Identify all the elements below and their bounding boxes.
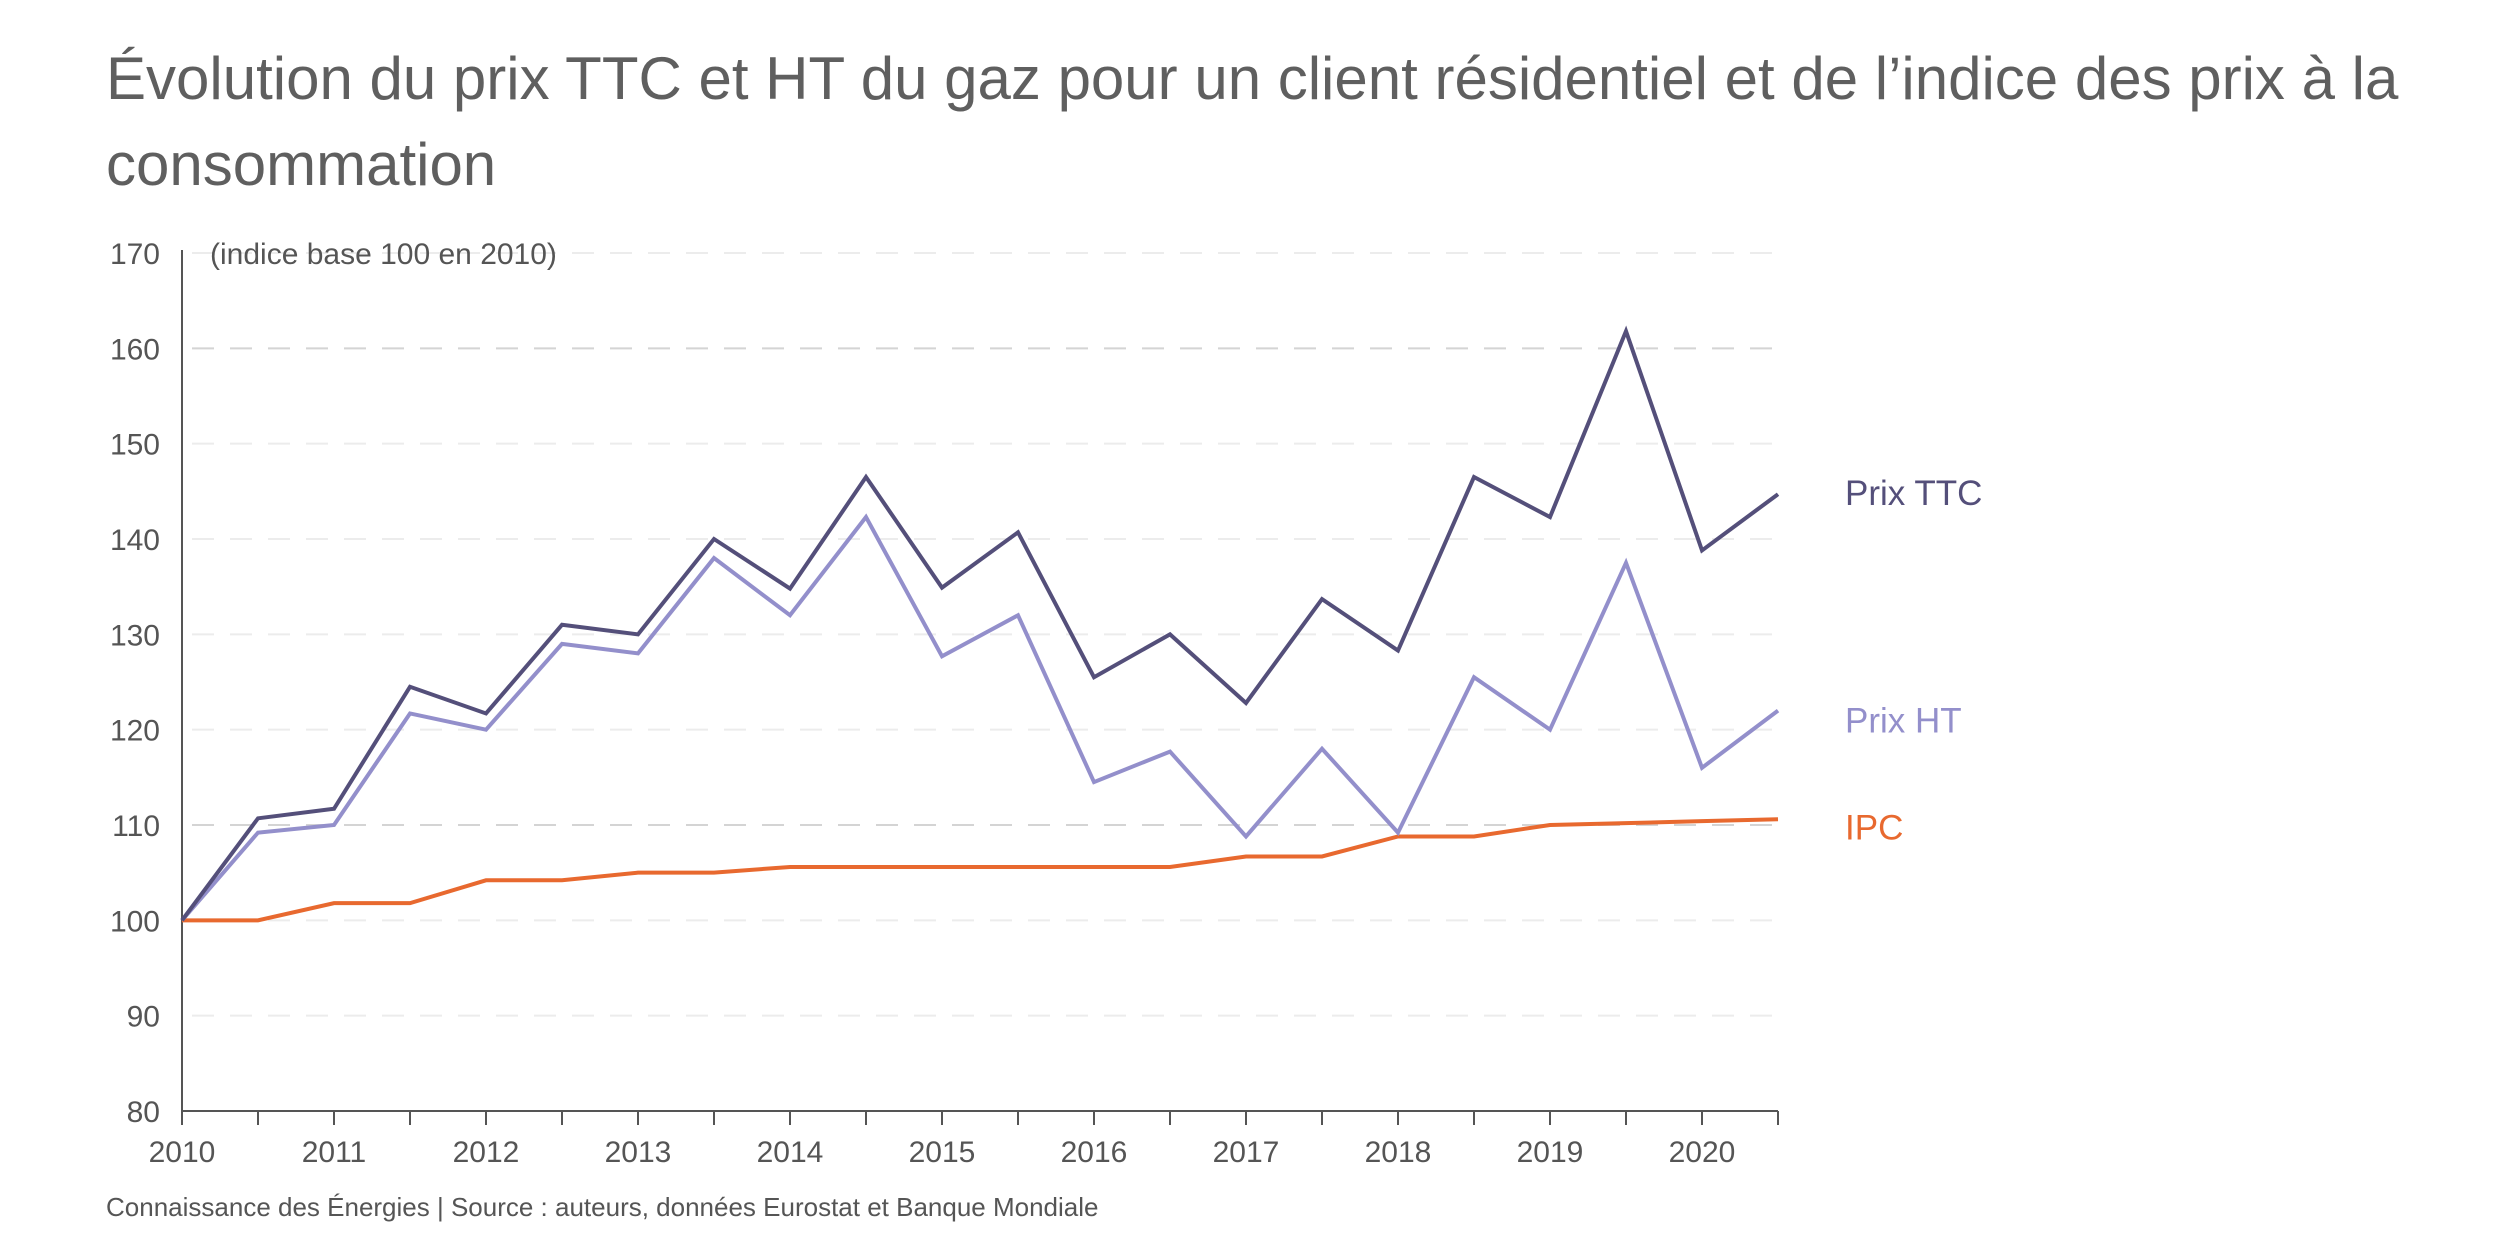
x-tick-label: 2011	[302, 1136, 367, 1169]
unit-annotation: (indice base 100 en 2010)	[210, 238, 557, 271]
series-line-prix-ttc	[180, 325, 1780, 922]
x-tick-label: 2017	[1213, 1136, 1280, 1169]
y-tick-label: 90	[127, 1001, 160, 1034]
series-line-prix-ht	[180, 513, 1780, 922]
x-tick-label: 2019	[1517, 1136, 1584, 1169]
y-tick-label: 150	[110, 429, 160, 462]
x-tick-label: 2010	[149, 1136, 216, 1169]
series-label: IPC	[1845, 808, 1903, 847]
source-note: Connaissance des Énergies | Source : aut…	[106, 1192, 1099, 1222]
x-tick-label: 2018	[1365, 1136, 1432, 1169]
axes: 80 90 100 110 120 130 140 150 160 170 2010 2011 2012…	[110, 238, 1779, 1169]
y-tick-label: 160	[110, 333, 160, 366]
series-line-ipc	[182, 817, 1779, 923]
chart-title: Évolution du prix TTC et HT du gaz pour …	[106, 45, 2399, 198]
y-tick-label: 140	[110, 524, 160, 557]
y-tick-label: 80	[127, 1096, 160, 1129]
y-tick-label: 100	[110, 905, 160, 938]
y-tick-label: 110	[112, 810, 160, 843]
y-tick-label: 170	[110, 238, 160, 271]
y-tick-label: 120	[110, 715, 160, 748]
x-tick-label: 2012	[453, 1136, 520, 1169]
x-tick-label: 2015	[909, 1136, 976, 1169]
series-label: Prix TTC	[1845, 474, 1982, 513]
x-tick-label: 2014	[757, 1136, 824, 1169]
x-tick-label: 2013	[605, 1136, 672, 1169]
y-tick-label: 130	[110, 619, 160, 652]
x-tick-label: 2020	[1669, 1136, 1736, 1169]
x-tick-label: 2016	[1061, 1136, 1128, 1169]
series-lines: IPC Prix HT Prix TTC	[180, 325, 1982, 923]
series-label: Prix HT	[1845, 702, 1962, 741]
